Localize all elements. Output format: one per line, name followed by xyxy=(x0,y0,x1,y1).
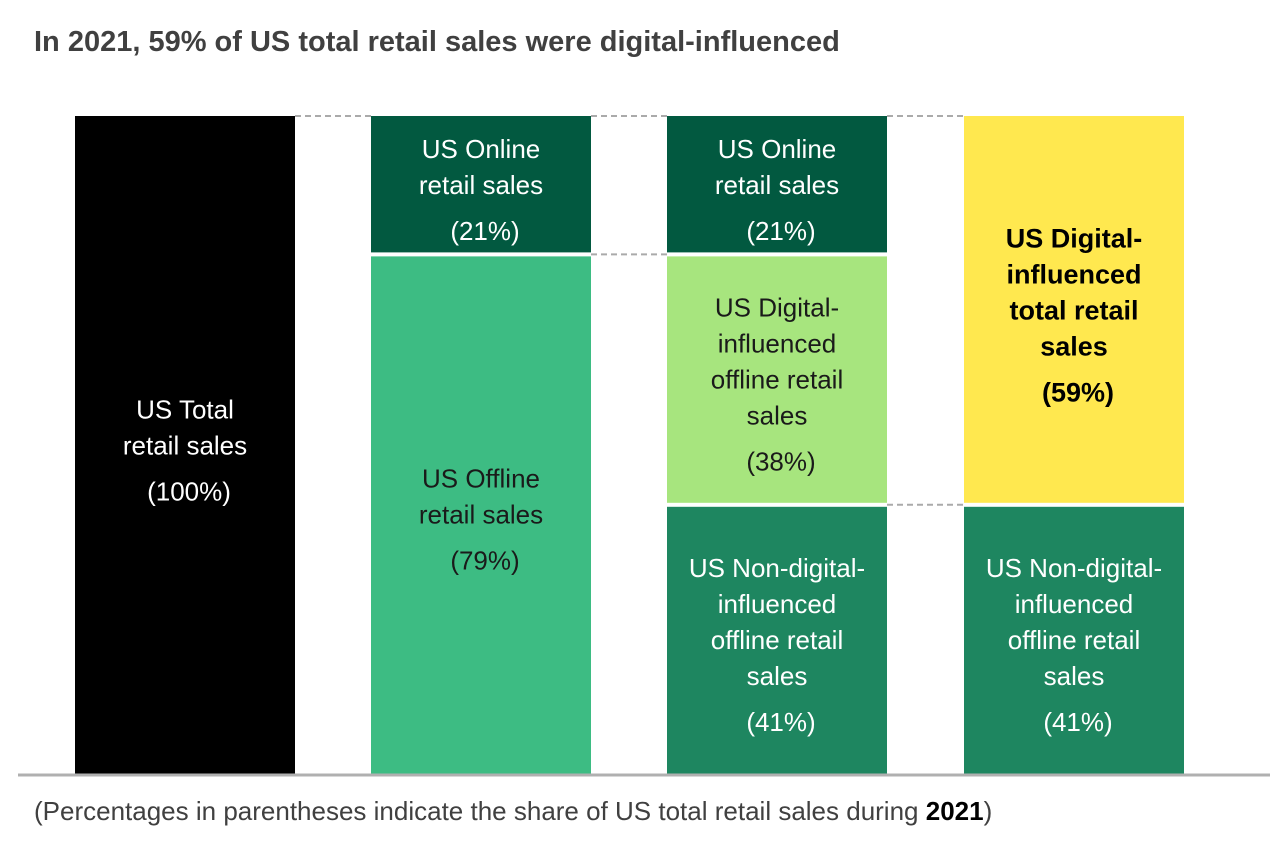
bar-2-segment-2-label-1: influenced xyxy=(718,589,837,619)
chart-title: In 2021, 59% of US total retail sales we… xyxy=(34,26,840,58)
bar-2-segment-2-label-3: sales xyxy=(747,661,808,691)
bar-1-segment-1-label-1: retail sales xyxy=(419,500,543,530)
bar-3-segment-0-label-4: (59%) xyxy=(1042,377,1114,407)
bar-3-segment-0-label-1: influenced xyxy=(1006,259,1141,289)
bar-3-segment-0-label-0: US Digital- xyxy=(1006,223,1143,253)
bar-3-segment-0-label-3: sales xyxy=(1040,331,1108,361)
bar-2-segment-2 xyxy=(667,506,887,775)
bar-1-segment-0-label-0: US Online xyxy=(422,134,541,164)
bar-3-segment-1-label-4: (41%) xyxy=(1043,707,1112,737)
bar-3-segment-1-label-0: US Non-digital- xyxy=(986,553,1162,583)
footnote-year: 2021 xyxy=(925,796,984,826)
bar-2-segment-1-label-2: offline retail xyxy=(711,365,844,395)
bar-0-segment-0 xyxy=(75,116,295,775)
bar-2-segment-2-label-0: US Non-digital- xyxy=(689,553,865,583)
bar-2-segment-1-label-0: US Digital- xyxy=(715,293,839,323)
bar-1-segment-0 xyxy=(371,116,591,253)
bar-1-segment-0-label-1: retail sales xyxy=(419,170,543,200)
bar-2-segment-2-label-4: (41%) xyxy=(746,707,815,737)
bar-2-segment-0-label-0: US Online xyxy=(718,134,837,164)
footnote: (Percentages in parentheses indicate the… xyxy=(34,796,992,827)
bar-2-segment-1-label-3: sales xyxy=(747,401,808,431)
bar-3-segment-1-label-3: sales xyxy=(1044,661,1105,691)
bar-2-segment-0-label-2: (21%) xyxy=(746,216,815,246)
footnote-text: (Percentages in parentheses indicate the… xyxy=(34,796,926,826)
bar-3-segment-0-label-2: total retail xyxy=(1009,295,1138,325)
bar-2-segment-0 xyxy=(667,116,887,253)
bar-0-segment-0-label-2: (100%) xyxy=(147,477,231,507)
bar-3-segment-1 xyxy=(964,506,1184,775)
footnote-close: ) xyxy=(983,796,993,826)
bar-2-segment-0-label-1: retail sales xyxy=(715,170,839,200)
bar-3-segment-1-label-2: offline retail xyxy=(1008,625,1141,655)
bar-1-segment-1-label-0: US Offline xyxy=(422,464,540,494)
bar-3-segment-0 xyxy=(964,116,1184,503)
bar-2-segment-1-label-1: influenced xyxy=(718,329,837,359)
bar-2-segment-1-label-4: (38%) xyxy=(746,447,815,477)
bar-2-segment-1 xyxy=(667,256,887,503)
bar-1-segment-0-label-2: (21%) xyxy=(450,216,519,246)
bar-0-segment-0-label-1: retail sales xyxy=(123,431,247,461)
bar-0-segment-0-label-0: US Total xyxy=(136,395,234,425)
bar-1-segment-1 xyxy=(371,256,591,775)
bar-2-segment-2-label-2: offline retail xyxy=(711,625,844,655)
bar-3-segment-1-label-1: influenced xyxy=(1015,589,1134,619)
bar-1-segment-1-label-2: (79%) xyxy=(450,546,519,576)
